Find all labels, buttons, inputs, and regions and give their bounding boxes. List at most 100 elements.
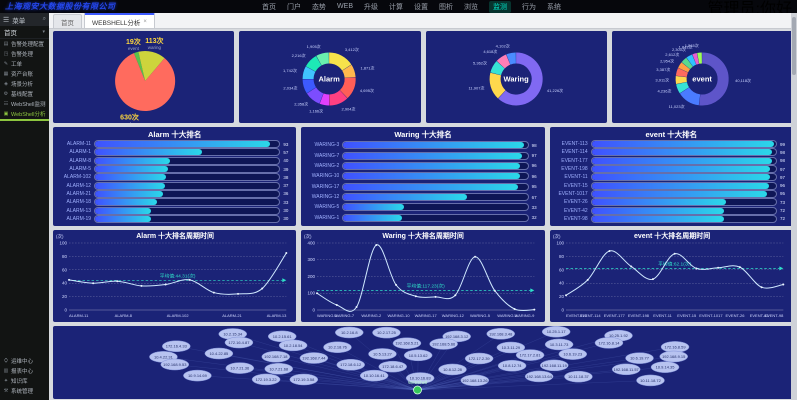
bar-row-3[interactable]: EVENT-198 97	[554, 165, 789, 174]
data-point-2[interactable]	[355, 305, 358, 308]
bar-row-5[interactable]: EVENT-15 96	[554, 181, 789, 190]
data-point-4[interactable]	[651, 278, 654, 281]
graph-node-30[interactable]	[225, 362, 255, 374]
bar-row-1[interactable]: ALARM-1 57	[57, 148, 292, 157]
data-point-1[interactable]	[92, 282, 95, 285]
bar-row-6[interactable]: WARING-5 33	[305, 203, 540, 212]
sidebar-item-0[interactable]: ▤ 告警处理配置	[0, 39, 49, 49]
sidebar-item2-2[interactable]: ✦ 知识库	[0, 376, 49, 386]
graph-node-31[interactable]	[264, 363, 293, 375]
data-point-2[interactable]	[116, 280, 119, 283]
alarm-line[interactable]: Alarm 十大排名周期时间 0 20 40 60 80 100(次) 平均值:44.31(次…	[53, 230, 296, 322]
donut-seg-7[interactable]	[302, 66, 316, 80]
graph-node-46[interactable]	[564, 370, 593, 383]
event-line[interactable]: event 十大排名周期时间 0 20 40 60 80 100(次) 平均值:62.1(次)…	[550, 230, 793, 322]
graph-node-14[interactable]	[496, 341, 526, 354]
donut-seg-4[interactable]	[505, 52, 516, 65]
tab-0[interactable]: 首页	[53, 14, 82, 28]
data-point-9[interactable]	[760, 286, 763, 289]
data-point-0[interactable]	[68, 278, 71, 281]
nav-item-5[interactable]: 计算	[389, 3, 403, 11]
donut-seg-4[interactable]	[319, 93, 330, 106]
donut-seg-5[interactable]	[677, 62, 690, 73]
nav-item-8[interactable]: 浏览	[464, 3, 478, 11]
bar-row-8[interactable]: EVENT-42 72	[554, 206, 789, 215]
data-point-8[interactable]	[261, 287, 264, 290]
data-point-0[interactable]	[564, 294, 567, 297]
data-point-5[interactable]	[415, 295, 418, 298]
nav-item-1[interactable]: 门户	[287, 3, 302, 11]
graph-node-28[interactable]	[659, 350, 688, 363]
donut-seg-0[interactable]	[497, 52, 543, 106]
sidebar-item-6[interactable]: ☷ WebShell监测	[0, 99, 49, 109]
webshell-network[interactable]: 10.2.15.34 10.2.15.61 10.2.16.8 10.2.17.25 1…	[53, 326, 793, 399]
bar-row-3[interactable]: WARING-10 96	[305, 172, 540, 181]
graph-node-10[interactable]	[278, 339, 308, 352]
data-point-1[interactable]	[336, 303, 339, 306]
data-point-5[interactable]	[188, 278, 191, 281]
data-point-2[interactable]	[608, 250, 611, 253]
bar-row-9[interactable]: EVENT-98 72	[554, 214, 789, 223]
graph-node-8[interactable]	[162, 340, 191, 352]
data-point-10[interactable]	[781, 283, 784, 286]
sidebar-item-7[interactable]: ▣ WebShell分析	[0, 109, 49, 121]
graph-node-6[interactable]	[541, 326, 571, 338]
line-series[interactable]	[68, 252, 287, 295]
graph-node-47[interactable]	[636, 374, 665, 387]
graph-source-node[interactable]	[413, 385, 422, 395]
donut-seg-3[interactable]	[496, 54, 510, 69]
nav-item-0[interactable]: 首页	[262, 3, 277, 11]
line-series[interactable]	[565, 250, 784, 296]
data-point-3[interactable]	[140, 284, 143, 287]
graph-node-43[interactable]	[405, 372, 435, 384]
graph-node-45[interactable]	[524, 370, 554, 383]
bar-row-7[interactable]: WARING-1 32	[305, 213, 540, 222]
sidebar-item2-0[interactable]: ⛭ 运维中心	[0, 356, 49, 366]
data-point-9[interactable]	[494, 289, 497, 292]
sidebar-item2-3[interactable]: ⚒ 系统管理	[0, 386, 49, 396]
graph-node-5[interactable]	[486, 328, 515, 340]
sidebar-header[interactable]: ☰ 菜单 ⌕	[0, 13, 49, 26]
sidebar-item-4[interactable]: ◈ 场景分析	[0, 79, 49, 89]
graph-node-20[interactable]	[261, 350, 291, 363]
graph-node-42[interactable]	[359, 369, 389, 382]
bar-row-7[interactable]: EVENT-26 73	[554, 198, 789, 207]
bar-row-2[interactable]: ALARM-8 40	[57, 156, 292, 165]
donut-seg-1[interactable]	[489, 72, 506, 99]
donut-seg-0[interactable]	[698, 52, 729, 106]
scrollbar[interactable]	[791, 13, 797, 400]
graph-node-26[interactable]	[558, 348, 588, 360]
donut-seg-8[interactable]	[306, 55, 323, 72]
graph-node-11[interactable]	[323, 341, 352, 353]
bar-row-2[interactable]: WARING-2 96	[305, 161, 540, 170]
graph-node-21[interactable]	[299, 352, 329, 364]
search-icon[interactable]: ⌕	[42, 16, 46, 22]
nav-item-6[interactable]: 设置	[414, 3, 428, 11]
data-point-0[interactable]	[316, 292, 319, 295]
donut-seg-3[interactable]	[329, 90, 348, 106]
data-point-6[interactable]	[695, 267, 698, 270]
sidebar-item-5[interactable]: ⚙ 基线配置	[0, 89, 49, 99]
graph-node-34[interactable]	[438, 363, 467, 376]
bar-row-4[interactable]: ALARM-102 38	[57, 173, 292, 182]
graph-node-36[interactable]	[540, 359, 569, 372]
graph-node-23[interactable]	[403, 349, 433, 362]
graph-node-13[interactable]	[429, 338, 458, 350]
graph-node-33[interactable]	[378, 360, 407, 373]
bar-row-9[interactable]: ALARM-19 30	[57, 214, 292, 223]
bar-row-5[interactable]: WARING-12 67	[305, 193, 540, 202]
donut-seg-1[interactable]	[679, 87, 701, 106]
data-point-10[interactable]	[513, 307, 516, 310]
menu-icon[interactable]: ☰	[3, 16, 10, 24]
donut-seg-8[interactable]	[692, 53, 699, 65]
graph-node-27[interactable]	[625, 352, 654, 364]
donut-seg-9[interactable]	[316, 52, 330, 66]
data-point-8[interactable]	[474, 255, 477, 258]
data-point-7[interactable]	[237, 292, 240, 295]
graph-node-19[interactable]	[204, 347, 234, 360]
donut-seg-1[interactable]	[342, 64, 356, 79]
data-point-5[interactable]	[673, 252, 676, 255]
pie-slice-1[interactable]	[138, 51, 165, 81]
nav-item-10[interactable]: 行为	[522, 3, 536, 11]
